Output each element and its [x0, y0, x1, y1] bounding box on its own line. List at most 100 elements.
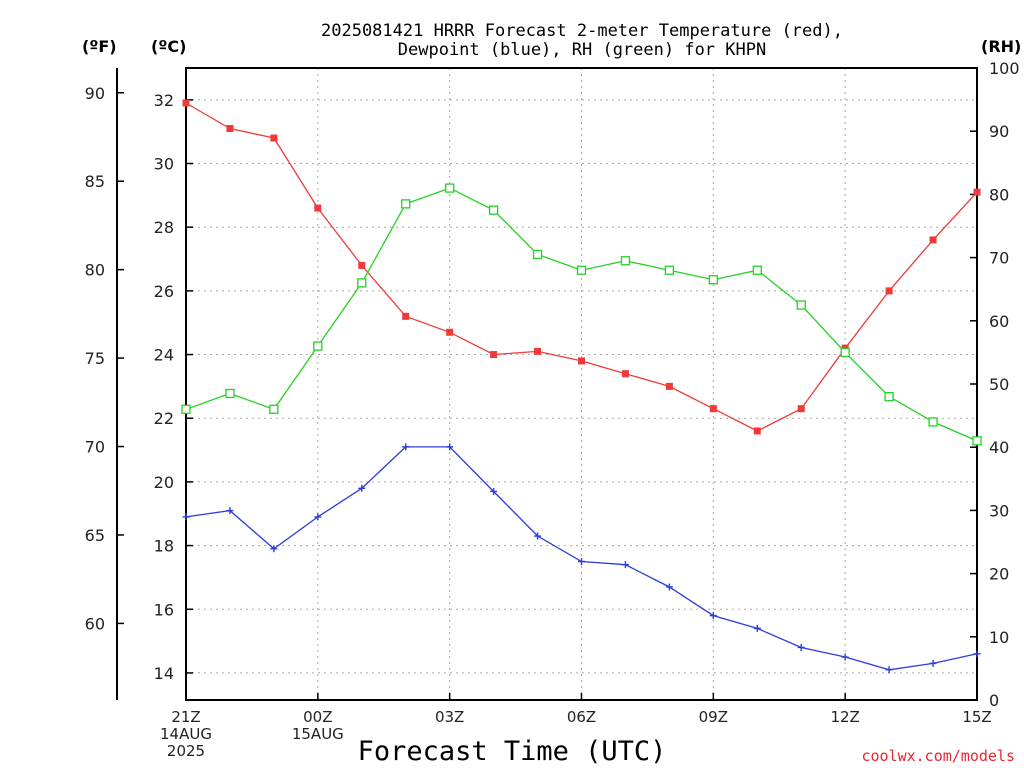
dewpoint-point [402, 443, 410, 451]
rh-point [225, 388, 235, 399]
series-dewpoint [182, 443, 981, 674]
x-tick-label: 09Z [699, 708, 728, 726]
rh-tick-label: 70 [989, 249, 1009, 268]
temperature-point [929, 236, 937, 244]
dewpoint-point [621, 561, 629, 569]
dewpoint-point [709, 612, 717, 620]
celsius-tick-label: 20 [154, 473, 174, 492]
dewpoint-point [885, 666, 893, 674]
x-tick-label: 15AUG [292, 725, 344, 743]
dewpoint-point [358, 484, 366, 492]
rh-point [576, 265, 587, 275]
rh-point [664, 265, 675, 275]
dewpoint-point [929, 659, 937, 667]
dewpoint-point [446, 443, 454, 451]
x-axis-label: Forecast Time (UTC) [358, 736, 667, 767]
temperature-point [973, 188, 981, 196]
plot-frame [185, 67, 978, 701]
rh-tick-label: 30 [989, 501, 1009, 520]
fahrenheit-unit-label: (ºF) [82, 37, 117, 56]
credit-text: coolwx.com/models [861, 747, 1015, 765]
rh-tick-label: 10 [989, 628, 1009, 647]
celsius-unit-label: (ºC) [151, 37, 186, 56]
celsius-tick-label: 22 [154, 409, 174, 428]
temperature-point [621, 370, 629, 378]
celsius-tick-label: 32 [154, 91, 174, 110]
dewpoint-point [797, 643, 805, 651]
temperature-point [709, 405, 717, 413]
dewpoint-point [841, 653, 849, 661]
rh-point [928, 417, 938, 427]
x-tick-label: 03Z [435, 708, 464, 726]
dewpoint-point [665, 583, 673, 591]
dewpoint-point [578, 558, 585, 566]
fahrenheit-tick-label: 70 [85, 438, 105, 457]
rh-point [752, 265, 762, 275]
rh-unit-label: (RH) [981, 37, 1021, 56]
rh-tick-label: 0 [989, 691, 999, 710]
rh-point [313, 341, 323, 351]
x-tick-label: 15Z [962, 708, 991, 726]
rh-point [181, 404, 191, 414]
dewpoint-point [753, 624, 761, 632]
celsius-tick-label: 24 [154, 346, 174, 365]
rh-point [401, 199, 411, 209]
rh-point [884, 391, 894, 402]
rh-tick-label: 80 [989, 185, 1009, 204]
fahrenheit-tick-label: 90 [85, 84, 105, 103]
temperature-point [182, 99, 190, 107]
fahrenheit-tick-label: 75 [85, 349, 105, 368]
x-tick-label: 21Z [171, 708, 200, 726]
fahrenheit-tick-label: 85 [85, 172, 105, 191]
celsius-tick-label: 30 [154, 155, 174, 174]
rh-point [445, 183, 455, 193]
fahrenheit-tick-label: 65 [85, 526, 105, 545]
chart-title-line1: 2025081421 HRRR Forecast 2-meter Tempera… [321, 21, 843, 41]
dewpoint-point [534, 532, 542, 540]
rh-point [357, 278, 367, 288]
fahrenheit-tick-label: 80 [85, 261, 105, 280]
temperature-point [226, 124, 234, 132]
temperature-point [358, 261, 366, 269]
rh-tick-label: 60 [989, 312, 1009, 331]
rh-point [269, 404, 279, 414]
celsius-tick-label: 14 [154, 664, 174, 683]
temperature-point [578, 357, 585, 365]
dewpoint-point [226, 507, 234, 515]
x-tick-label: 2025 [167, 742, 205, 760]
grid [186, 68, 977, 700]
rh-point [488, 205, 499, 215]
temperature-point [270, 134, 278, 142]
series-rh [181, 183, 982, 446]
rh-tick-label: 20 [989, 565, 1009, 584]
x-tick-label: 00Z [303, 708, 332, 726]
series-layer [181, 99, 982, 674]
x-tick-label: 06Z [567, 708, 596, 726]
dewpoint-point [490, 487, 498, 495]
temperature-point [753, 427, 761, 435]
tick-labels: 14 16 18 20 22 24 26 28 30 32 60 65 70 75 80 85 90 0 10 20 3… [85, 59, 1020, 760]
rh-tick-label: 40 [989, 438, 1009, 457]
rh-point [972, 436, 982, 446]
rh-point [620, 256, 631, 266]
dewpoint-point [314, 513, 322, 521]
axes [116, 67, 978, 701]
rh-point [796, 300, 806, 310]
celsius-tick-label: 16 [154, 600, 174, 619]
celsius-tick-label: 18 [154, 537, 174, 556]
celsius-tick-label: 28 [154, 218, 174, 237]
rh-point [840, 347, 850, 358]
chart-title-line2: Dewpoint (blue), RH (green) for KHPN [398, 40, 766, 60]
dewpoint-point [182, 513, 190, 521]
rh-tick-label: 50 [989, 375, 1009, 394]
temperature-point [402, 312, 410, 320]
temperature-point [314, 204, 322, 212]
temperature-point [490, 351, 498, 359]
rh-tick-label: 100 [989, 59, 1020, 78]
dewpoint-point [973, 650, 981, 658]
temperature-point [797, 405, 805, 413]
dewpoint-point [270, 545, 278, 553]
temperature-point [885, 287, 893, 295]
celsius-tick-label: 26 [154, 282, 174, 301]
